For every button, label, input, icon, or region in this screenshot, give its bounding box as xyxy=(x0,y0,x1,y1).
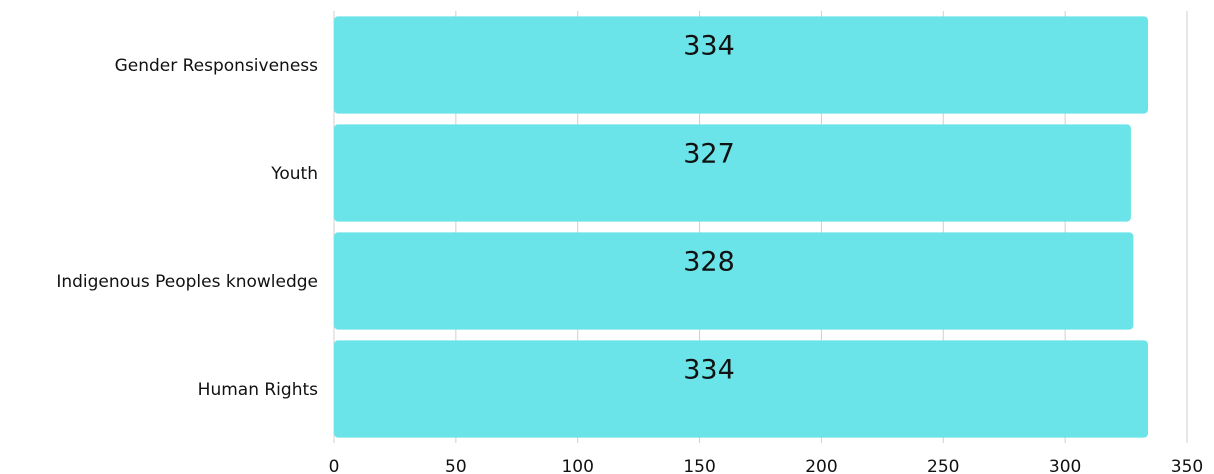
x-tick-label: 50 xyxy=(445,457,467,474)
category-label: Indigenous Peoples knowledge xyxy=(56,272,318,292)
bar-value-label: 328 xyxy=(683,246,735,277)
category-label: Gender Responsiveness xyxy=(115,56,319,76)
bar xyxy=(334,124,1131,222)
category-label: Youth xyxy=(270,164,318,184)
bar xyxy=(334,16,1149,114)
x-tick-label: 0 xyxy=(329,457,340,474)
data-labels: 334 327 328 334 xyxy=(683,30,735,385)
bar-value-label: 334 xyxy=(683,354,735,385)
category-label: Human Rights xyxy=(198,380,318,400)
x-tick-label: 300 xyxy=(1049,457,1081,474)
x-tick-label: 350 xyxy=(1171,457,1203,474)
bar-value-label: 334 xyxy=(683,30,735,61)
bar xyxy=(334,340,1149,438)
x-tick-label: 250 xyxy=(927,457,959,474)
x-axis-tick-labels: 0 50 100 150 200 250 300 350 xyxy=(329,457,1204,474)
category-labels: Gender Responsiveness Youth Indigenous Peo… xyxy=(56,56,318,400)
bar xyxy=(334,232,1134,330)
x-tick-label: 200 xyxy=(805,457,837,474)
bar-value-label: 327 xyxy=(683,138,735,169)
x-tick-label: 150 xyxy=(683,457,715,474)
bars xyxy=(334,16,1149,438)
x-tick-label: 100 xyxy=(561,457,593,474)
